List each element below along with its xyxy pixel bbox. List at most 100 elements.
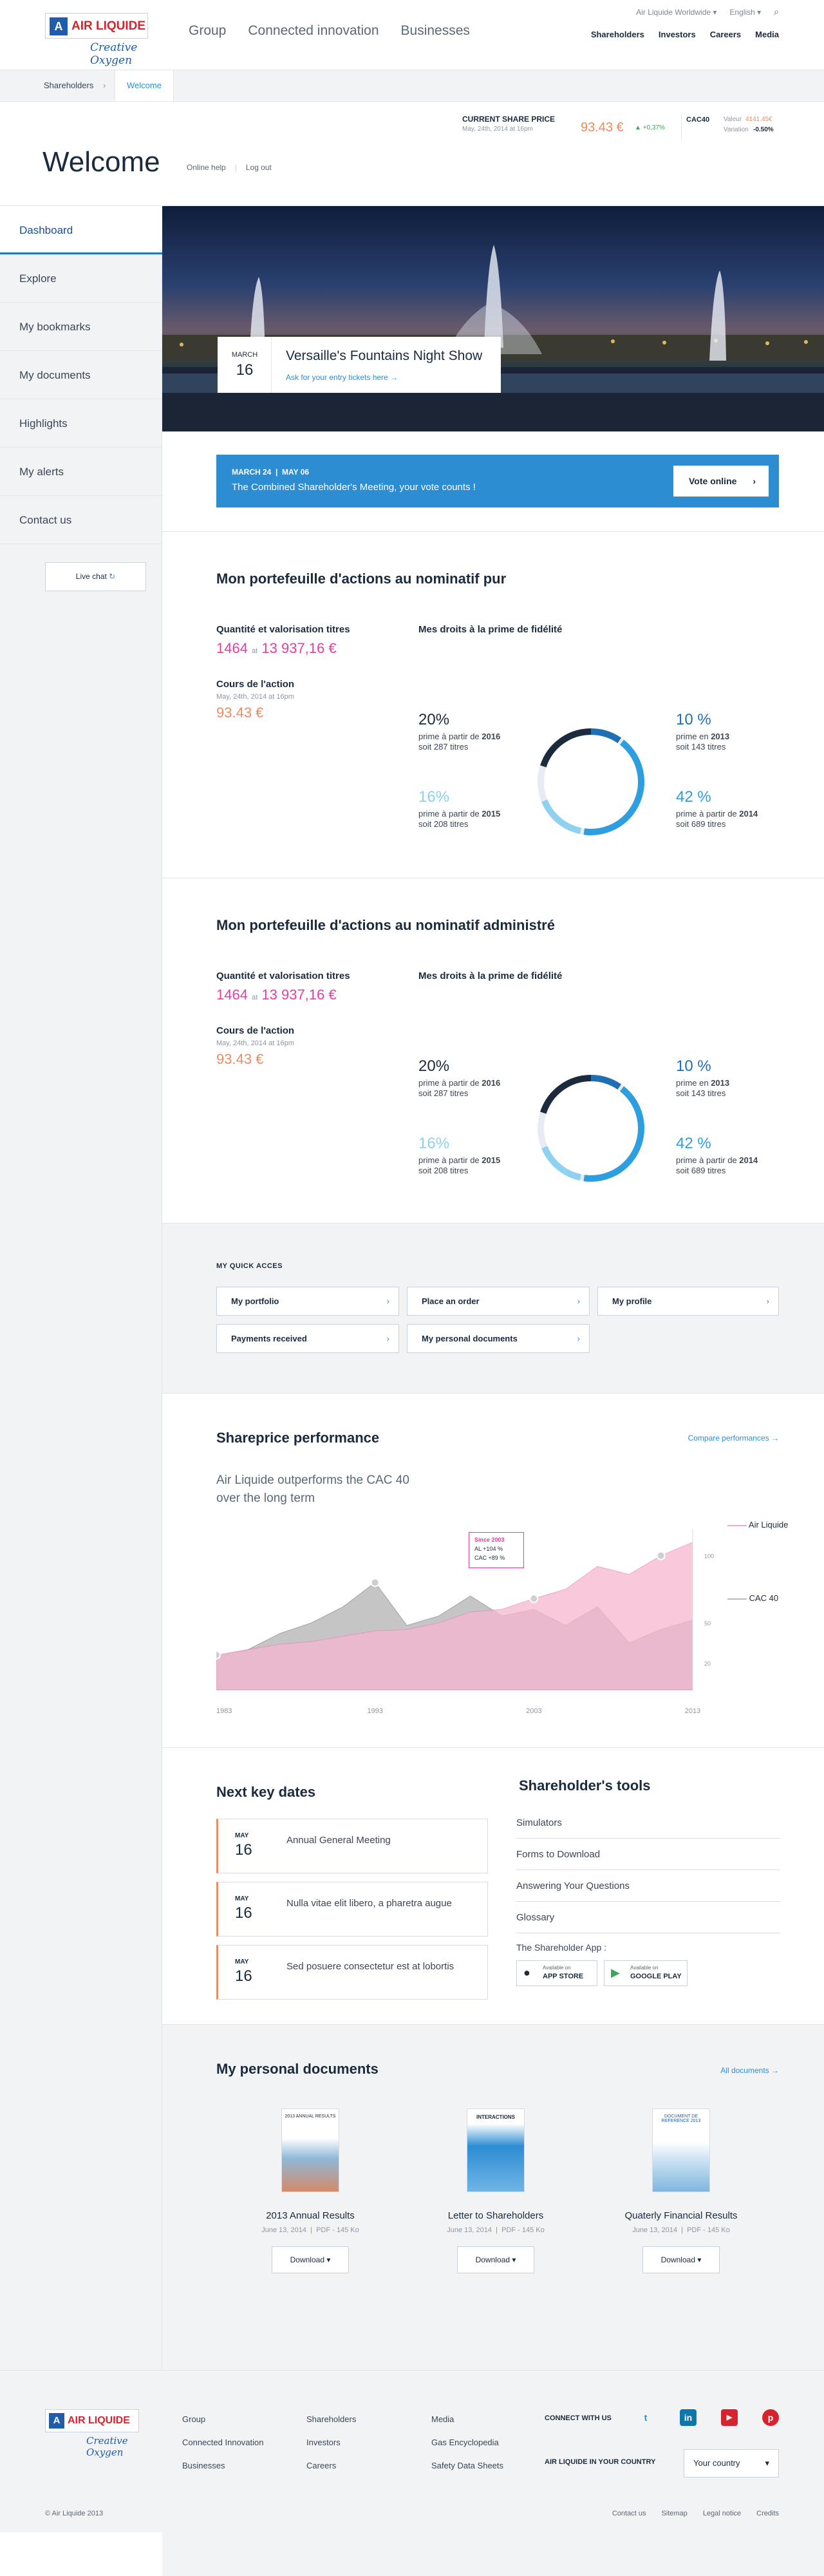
cover-title: 2013 ANNUAL RESULTS (285, 2114, 336, 2119)
nav-connected-innovation[interactable]: Connected innovation (248, 23, 379, 38)
download-button[interactable]: Download ▾ (457, 2246, 534, 2273)
vote-date-end: MAY 06 (282, 468, 310, 477)
compare-link[interactable]: Compare performances → (688, 1434, 779, 1443)
segment-titres-2014: soit 689 titres (676, 819, 726, 829)
quick-my-profile[interactable]: My profile › (597, 1287, 779, 1316)
sidebar-item-alerts[interactable]: My alerts (0, 448, 162, 496)
legal-contact[interactable]: Contact us (612, 2510, 646, 2517)
tool-questions[interactable]: Answering Your Questions (516, 1870, 780, 1902)
document-cover[interactable]: 2013 ANNUAL RESULTS (281, 2108, 339, 2192)
twitter-icon[interactable]: t (644, 2412, 648, 2423)
quick-place-order[interactable]: Place an order › (407, 1287, 590, 1316)
footer-logo[interactable]: A AIR LIQUIDE Creative Oxygen (45, 2409, 161, 2458)
search-icon[interactable]: ⌕ (774, 6, 779, 17)
event-link[interactable]: Ask for your entry tickets here → (286, 373, 398, 382)
download-button[interactable]: Download ▾ (272, 2246, 349, 2273)
tooltip-title: Since 2003 (474, 1537, 505, 1543)
pinterest-icon[interactable]: p (762, 2409, 779, 2426)
all-documents-link[interactable]: All documents → (720, 2066, 779, 2075)
language-dropdown[interactable]: English ▾ (729, 8, 761, 17)
footer-link[interactable]: Investors (306, 2438, 341, 2447)
chart-marker (216, 1650, 221, 1660)
footer-link[interactable]: Group (182, 2414, 206, 2424)
chevron-right-icon: › (103, 80, 106, 90)
legal-notice[interactable]: Legal notice (702, 2510, 742, 2517)
sidebar-item-documents[interactable]: My documents (0, 351, 162, 399)
vote-banner: MARCH 24 | MAY 06 The Combined Sharehold… (216, 455, 779, 507)
keydate-month: MAY (235, 1895, 249, 1902)
footer-link[interactable]: Safety Data Sheets (431, 2461, 504, 2470)
footer-link[interactable]: Media (431, 2414, 454, 2424)
vote-online-label: Vote online (689, 476, 737, 486)
legend-air-liquide: Air Liquide (727, 1520, 788, 1530)
footer-link[interactable]: Careers (306, 2461, 337, 2470)
keydate-item[interactable]: MAY 16 Sed posuere consectetur est at lo… (216, 1945, 488, 2000)
vote-date-start: MARCH 24 (232, 468, 272, 477)
linkedin-icon[interactable]: in (680, 2409, 697, 2426)
chevron-down-icon: ▾ (765, 2458, 769, 2468)
google-play-badge[interactable]: ▶ Available on GOOGLE PLAY (604, 1960, 688, 1986)
sidebar-item-highlights[interactable]: Highlights (0, 399, 162, 448)
sidebar-item-dashboard[interactable]: Dashboard (0, 206, 162, 254)
worldwide-dropdown[interactable]: Air Liquide Worldwide ▾ (636, 8, 716, 17)
footer-link[interactable]: Gas Encyclopedia (431, 2438, 499, 2447)
performance-chart[interactable]: 20 50 100 1983 1993 2003 2013 (216, 1522, 783, 1716)
country-select[interactable]: Your country ▾ (684, 2449, 779, 2477)
segment-line-2013: prime en (676, 1078, 709, 1088)
event-day: 16 (236, 361, 254, 379)
app-store-badge[interactable]: ● Available on APP STORE (516, 1960, 597, 1986)
event-card[interactable]: MARCH 16 Versaille's Fountains Night Sho… (218, 337, 501, 393)
logo-box: A AIR LIQUIDE (45, 2409, 139, 2432)
quick-payments[interactable]: Payments received › (216, 1324, 399, 1353)
logout-link[interactable]: Log out (245, 163, 272, 172)
footer-link[interactable]: Shareholders (306, 2414, 357, 2424)
segment-year-2015: 2015 (482, 809, 501, 819)
document-cover[interactable]: INTERACTIONS (467, 2108, 525, 2192)
footer-link[interactable]: Businesses (182, 2461, 225, 2470)
footer-link[interactable]: Connected Innovation (182, 2438, 264, 2447)
quick-my-portfolio[interactable]: My portfolio › (216, 1287, 399, 1316)
tool-forms[interactable]: Forms to Download (516, 1839, 780, 1870)
subnav-investors[interactable]: Investors (658, 30, 696, 39)
appstore-label: APP STORE (543, 1973, 584, 1980)
country-label: AIR LIQUIDE IN YOUR COUNTRY (545, 2458, 656, 2466)
brand-logo[interactable]: A AIR LIQUIDE Creative Oxygen (45, 13, 167, 67)
legal-sitemap[interactable]: Sitemap (661, 2510, 688, 2517)
breadcrumb-shareholders[interactable]: Shareholders (44, 80, 94, 90)
subnav-shareholders[interactable]: Shareholders (590, 30, 644, 39)
segment-year-2015: 2015 (482, 1155, 501, 1165)
document-cover[interactable]: DOCUMENT DE REFERENCE 2013 (652, 2108, 710, 2192)
sidebar-item-contact[interactable]: Contact us (0, 496, 162, 544)
subnav-careers[interactable]: Careers (709, 30, 742, 39)
documents-title: My personal documents (216, 2061, 379, 2077)
download-button[interactable]: Download ▾ (642, 2246, 720, 2273)
keydate-item[interactable]: MAY 16 Nulla vitae elit libero, a pharet… (216, 1882, 488, 1937)
segment-titres-2013: soit 143 titres (676, 742, 726, 752)
segment-titres-2016: soit 287 titres (418, 1088, 469, 1098)
subnav-media[interactable]: Media (755, 30, 779, 39)
sidebar-item-bookmarks[interactable]: My bookmarks (0, 303, 162, 351)
cover-title: INTERACTIONS (476, 2114, 515, 2120)
breadcrumb-welcome[interactable]: Welcome (115, 70, 174, 101)
nav-group[interactable]: Group (189, 23, 227, 38)
tool-glossary[interactable]: Glossary (516, 1902, 780, 1933)
gplay-label: GOOGLE PLAY (630, 1973, 682, 1980)
quick-personal-docs[interactable]: My personal documents › (407, 1324, 590, 1353)
logo-mark: A (50, 17, 68, 35)
legal-credits[interactable]: Credits (756, 2510, 779, 2517)
nav-businesses[interactable]: Businesses (400, 23, 470, 38)
keydate-item[interactable]: MAY 16 Annual General Meeting (216, 1819, 488, 1873)
vote-dates: MARCH 24 | MAY 06 (232, 468, 310, 477)
performance-title: Shareprice performance (216, 1430, 380, 1446)
segment-pct-2016: 20% (418, 1057, 450, 1075)
chevron-down-icon: ▾ (697, 2255, 702, 2264)
event-month: MARCH (231, 351, 258, 359)
segment-line-2016: prime à partir de (418, 732, 480, 741)
tool-simulators[interactable]: Simulators (516, 1807, 780, 1839)
price-label: Cours de l'action (216, 679, 295, 690)
vote-online-button[interactable]: Vote online › (673, 466, 769, 497)
sidebar-item-explore[interactable]: Explore (0, 254, 162, 303)
live-chat-button[interactable]: Live chat ↻ (45, 562, 146, 591)
youtube-icon[interactable]: ▶ (721, 2409, 738, 2426)
online-help-link[interactable]: Online help (187, 163, 226, 172)
